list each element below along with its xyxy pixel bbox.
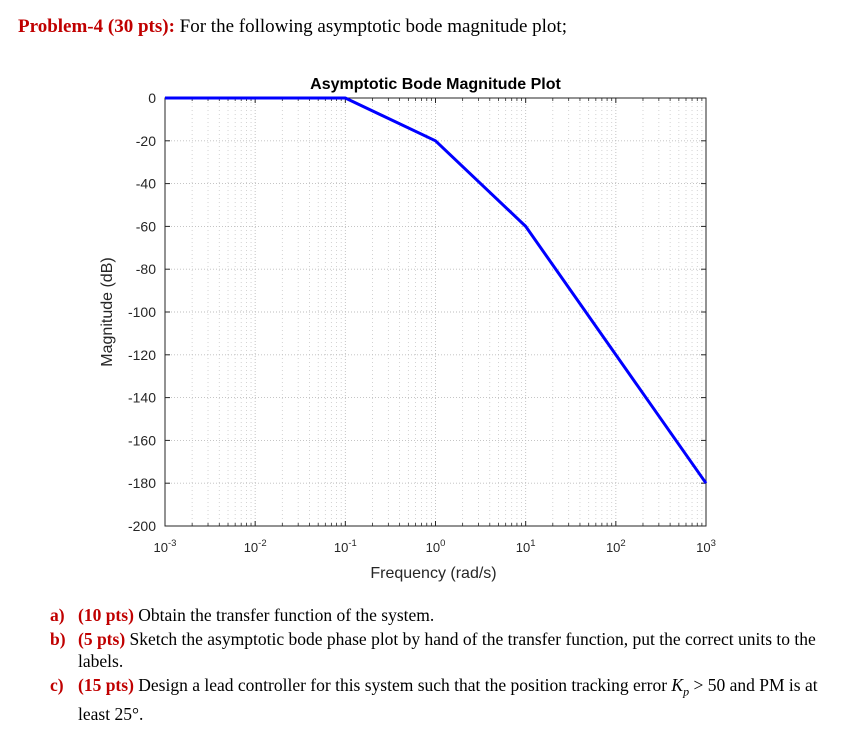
chart-title: Asymptotic Bode Magnitude Plot: [310, 76, 561, 93]
tick-exponent: -3: [168, 538, 176, 549]
math-subscript: p: [683, 684, 690, 699]
problem-heading: Problem-4 (30 pts): For the following as…: [18, 16, 567, 38]
tick-base: 10: [516, 540, 530, 555]
question-text: Sketch the asymptotic bode phase plot by…: [78, 629, 816, 671]
x-axis-label: Frequency (rad/s): [370, 565, 496, 582]
tick-labels: 10-3 10-2 10-1 100 101 102 1030-20-40-60-80-10…: [128, 90, 716, 555]
y-tick-label: -140: [128, 390, 156, 406]
math-inequality: > 50: [693, 675, 726, 695]
tick-base: 10: [154, 540, 168, 555]
x-tick-label: 102: [606, 538, 626, 555]
bode-magnitude-chart: 10-3 10-2 10-1 100 101 102 1030-20-40-60-80-10…: [99, 76, 716, 582]
x-tick-label: 10-3: [154, 538, 177, 555]
tick-exponent: 3: [711, 538, 716, 549]
y-tick-label: -60: [136, 218, 156, 234]
tick-exponent: 1: [530, 538, 535, 549]
y-tick-label: -40: [136, 176, 156, 192]
question-a: a) (10 pts) Obtain the transfer function…: [50, 604, 835, 626]
question-letter: b): [50, 629, 66, 649]
tick-exponent: -1: [348, 538, 356, 549]
y-tick-label: -160: [128, 432, 156, 448]
tick-base: 10: [426, 540, 440, 555]
tick-base: 10: [606, 540, 620, 555]
question-c: c) (15 pts) Design a lead controller for…: [50, 674, 835, 725]
axis-ticks: [164, 97, 707, 527]
x-tick-label: 100: [426, 538, 446, 555]
tick-base: 10: [244, 540, 258, 555]
y-tick-label: -120: [128, 347, 156, 363]
question-letter: c): [50, 675, 64, 695]
y-tick-label: -180: [128, 475, 156, 491]
question-text: Design a lead controller for this system…: [138, 675, 668, 695]
grid-lines: [164, 97, 707, 527]
y-tick-label: -200: [128, 518, 156, 534]
problem-label: Problem-4 (30 pts):: [18, 16, 175, 37]
problem-intro: For the following asymptotic bode magnit…: [179, 16, 567, 37]
math-symbol: K: [671, 675, 684, 695]
tick-base: 10: [696, 540, 710, 555]
x-tick-label: 10-1: [334, 538, 357, 555]
y-tick-label: -100: [128, 304, 156, 320]
math-kp: Kp: [671, 675, 689, 699]
y-axis-label: Magnitude (dB): [99, 257, 116, 366]
tick-exponent: -2: [258, 538, 266, 549]
tick-exponent: 2: [620, 538, 625, 549]
question-points: (10 pts): [78, 605, 134, 625]
question-list: a) (10 pts) Obtain the transfer function…: [50, 604, 835, 727]
magnitude-line: [165, 96, 708, 485]
y-tick-label: -20: [136, 133, 156, 149]
question-points: (15 pts): [78, 675, 134, 695]
question-b: b) (5 pts) Sketch the asymptotic bode ph…: [50, 628, 835, 672]
question-points: (5 pts): [78, 629, 126, 649]
question-text-cont: and PM is at least 25°.: [78, 675, 818, 724]
question-text: Obtain the transfer function of the syst…: [138, 605, 435, 625]
x-tick-label: 103: [696, 538, 716, 555]
x-tick-label: 10-2: [244, 538, 267, 555]
tick-base: 10: [334, 540, 348, 555]
question-letter: a): [50, 605, 65, 625]
y-tick-label: 0: [148, 90, 156, 106]
tick-exponent: 0: [440, 538, 445, 549]
series-layer: [165, 96, 708, 485]
x-tick-label: 101: [516, 538, 536, 555]
y-tick-label: -80: [136, 261, 156, 277]
